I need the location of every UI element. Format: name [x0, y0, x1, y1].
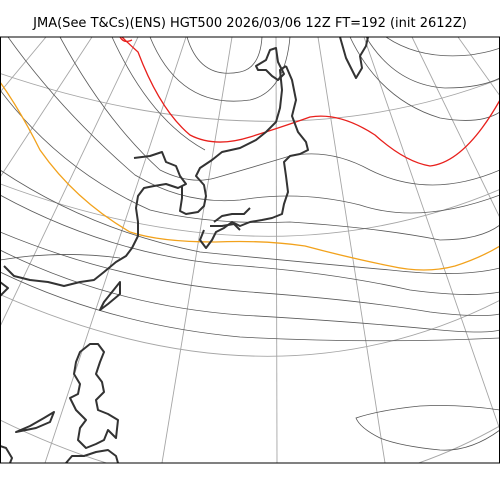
contour-line	[149, 37, 291, 102]
height-contours	[0, 37, 500, 342]
orange-contour	[0, 81, 500, 271]
coastline-mindanao	[65, 449, 119, 463]
map-frame	[0, 36, 500, 464]
meridian-line	[161, 37, 233, 463]
coastline-left-edge	[0, 445, 13, 463]
contour-line	[0, 231, 500, 316]
meridian-line	[411, 37, 500, 219]
coastline-left-edge-2	[0, 281, 9, 297]
coastlines	[0, 37, 369, 463]
meridian-line	[457, 37, 500, 97]
coastline-philippines	[69, 343, 119, 449]
meridian-line	[44, 37, 187, 463]
contour-line	[349, 37, 500, 121]
parallel-line	[0, 72, 500, 122]
graticule-parallels	[0, 72, 500, 463]
meridian-line	[317, 37, 386, 463]
meridian-line	[0, 37, 139, 328]
red-contour-segment	[119, 37, 133, 43]
contour-line	[0, 169, 500, 274]
coastline-japan	[179, 65, 287, 215]
parallel-line	[0, 293, 500, 357]
coastline-landmass-se	[355, 405, 500, 451]
contour-line	[0, 194, 500, 295]
contour-line	[0, 249, 500, 333]
coastline-honshu	[199, 65, 309, 249]
meridian-line	[363, 37, 500, 431]
parallel-line	[0, 419, 500, 463]
contour-line	[0, 254, 121, 261]
coastline-borneo	[15, 411, 55, 433]
contour-line	[385, 37, 500, 57]
contour-line	[0, 271, 500, 342]
coastline-hokkaido	[255, 47, 285, 81]
contour-line	[365, 37, 500, 89]
contour-line	[59, 37, 500, 186]
meridian-line	[275, 37, 278, 463]
meridian-line	[0, 37, 47, 93]
map-title: JMA(See T&Cs)(ENS) HGT500 2026/03/06 12Z…	[33, 16, 467, 31]
coastline-kamchatka	[339, 37, 369, 79]
red-contour	[121, 37, 500, 167]
coastline-islands-2	[210, 223, 241, 231]
contour-line	[7, 37, 500, 214]
contour-line	[0, 89, 500, 241]
coastline-small-islands	[213, 207, 251, 223]
contour-line	[111, 37, 206, 151]
coastline-korea	[3, 151, 187, 287]
contour-line	[186, 37, 263, 74]
graticule-meridians	[0, 37, 500, 463]
coastline-taiwan	[99, 281, 121, 311]
